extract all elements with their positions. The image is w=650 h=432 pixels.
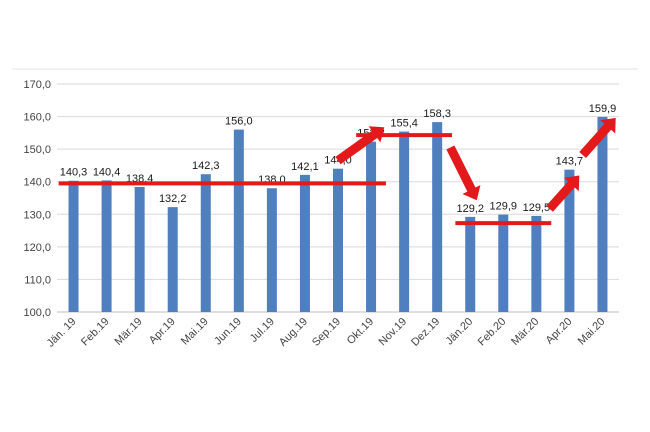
- bar: [333, 168, 343, 312]
- y-tick-label: 150,0: [23, 144, 51, 156]
- y-tick-label: 130,0: [23, 209, 51, 221]
- x-tick-label: Mär.19: [112, 316, 144, 348]
- data-label: 129,2: [456, 203, 484, 215]
- bar: [597, 116, 608, 312]
- y-tick-label: 160,0: [23, 112, 51, 124]
- x-tick-label: Feb.20: [476, 316, 509, 349]
- bar: [366, 141, 377, 312]
- bar: [498, 214, 509, 312]
- y-tick-label: 170,0: [23, 79, 51, 91]
- x-tick-label: Nov.19: [377, 316, 410, 349]
- bar: [233, 129, 244, 312]
- annotations: [58, 117, 616, 226]
- x-tick-label: Mai.20: [576, 316, 608, 348]
- y-tick-label: 140,0: [23, 177, 51, 189]
- bar: [531, 215, 542, 312]
- y-tick-label: 120,0: [23, 242, 51, 254]
- trend-arrow: [546, 175, 580, 212]
- x-tick-label: Jän.20: [444, 316, 476, 348]
- trend-arrow: [579, 117, 616, 158]
- y-tick-label: 110,0: [24, 274, 51, 286]
- data-label: 156,0: [225, 116, 253, 128]
- trend-arrow: [335, 126, 385, 165]
- x-tick-label: Mai.19: [179, 316, 211, 348]
- bar: [200, 174, 211, 312]
- trend-arrow: [446, 145, 481, 201]
- x-tick-label: Sep.19: [310, 316, 343, 349]
- bar: [68, 180, 79, 312]
- y-tick-label: 100,0: [23, 307, 51, 319]
- x-tick-label: Aug.19: [277, 316, 310, 349]
- y-axis-ticks: 100,0 110,0 120,0 130,0 140,0 150,0 160,0 170,0: [23, 79, 51, 319]
- data-label: 158,3: [423, 108, 451, 120]
- x-tick-label: Jul.19: [248, 316, 277, 345]
- data-label: 142,1: [291, 161, 319, 173]
- x-tick-label: Okt.19: [345, 316, 376, 347]
- bar: [299, 174, 310, 312]
- bar: [167, 207, 178, 312]
- x-tick-label: Apr.20: [544, 316, 575, 347]
- data-label: 140,4: [93, 166, 121, 178]
- data-label: 155,4: [390, 118, 418, 130]
- bar: [564, 169, 575, 312]
- x-tick-label: Dez.19: [409, 316, 442, 349]
- x-tick-label: Jun.19: [212, 316, 244, 348]
- x-axis-ticks: Jän. 19 Feb.19 Mär.19 Apr.19 Mai.19 Jun.19 Jul…: [45, 316, 608, 350]
- data-label: 140,3: [60, 167, 88, 179]
- x-tick-label: Apr.19: [147, 316, 178, 347]
- x-tick-label: Feb.19: [79, 316, 112, 349]
- data-label: 142,3: [192, 160, 220, 172]
- data-label: 129,9: [490, 201, 518, 213]
- data-label: 129,5: [523, 202, 551, 214]
- x-tick-label: Jän. 19: [45, 316, 79, 350]
- bars: [68, 116, 608, 312]
- bar: [134, 186, 145, 312]
- bar: [266, 188, 277, 312]
- bar: [465, 216, 476, 312]
- bar: [432, 122, 443, 312]
- data-label: 143,7: [556, 156, 584, 168]
- bar: [399, 131, 410, 312]
- data-label: 159,9: [589, 103, 617, 115]
- bar: [101, 180, 112, 312]
- data-label: 132,2: [159, 193, 187, 205]
- x-tick-label: Mär.20: [509, 316, 541, 348]
